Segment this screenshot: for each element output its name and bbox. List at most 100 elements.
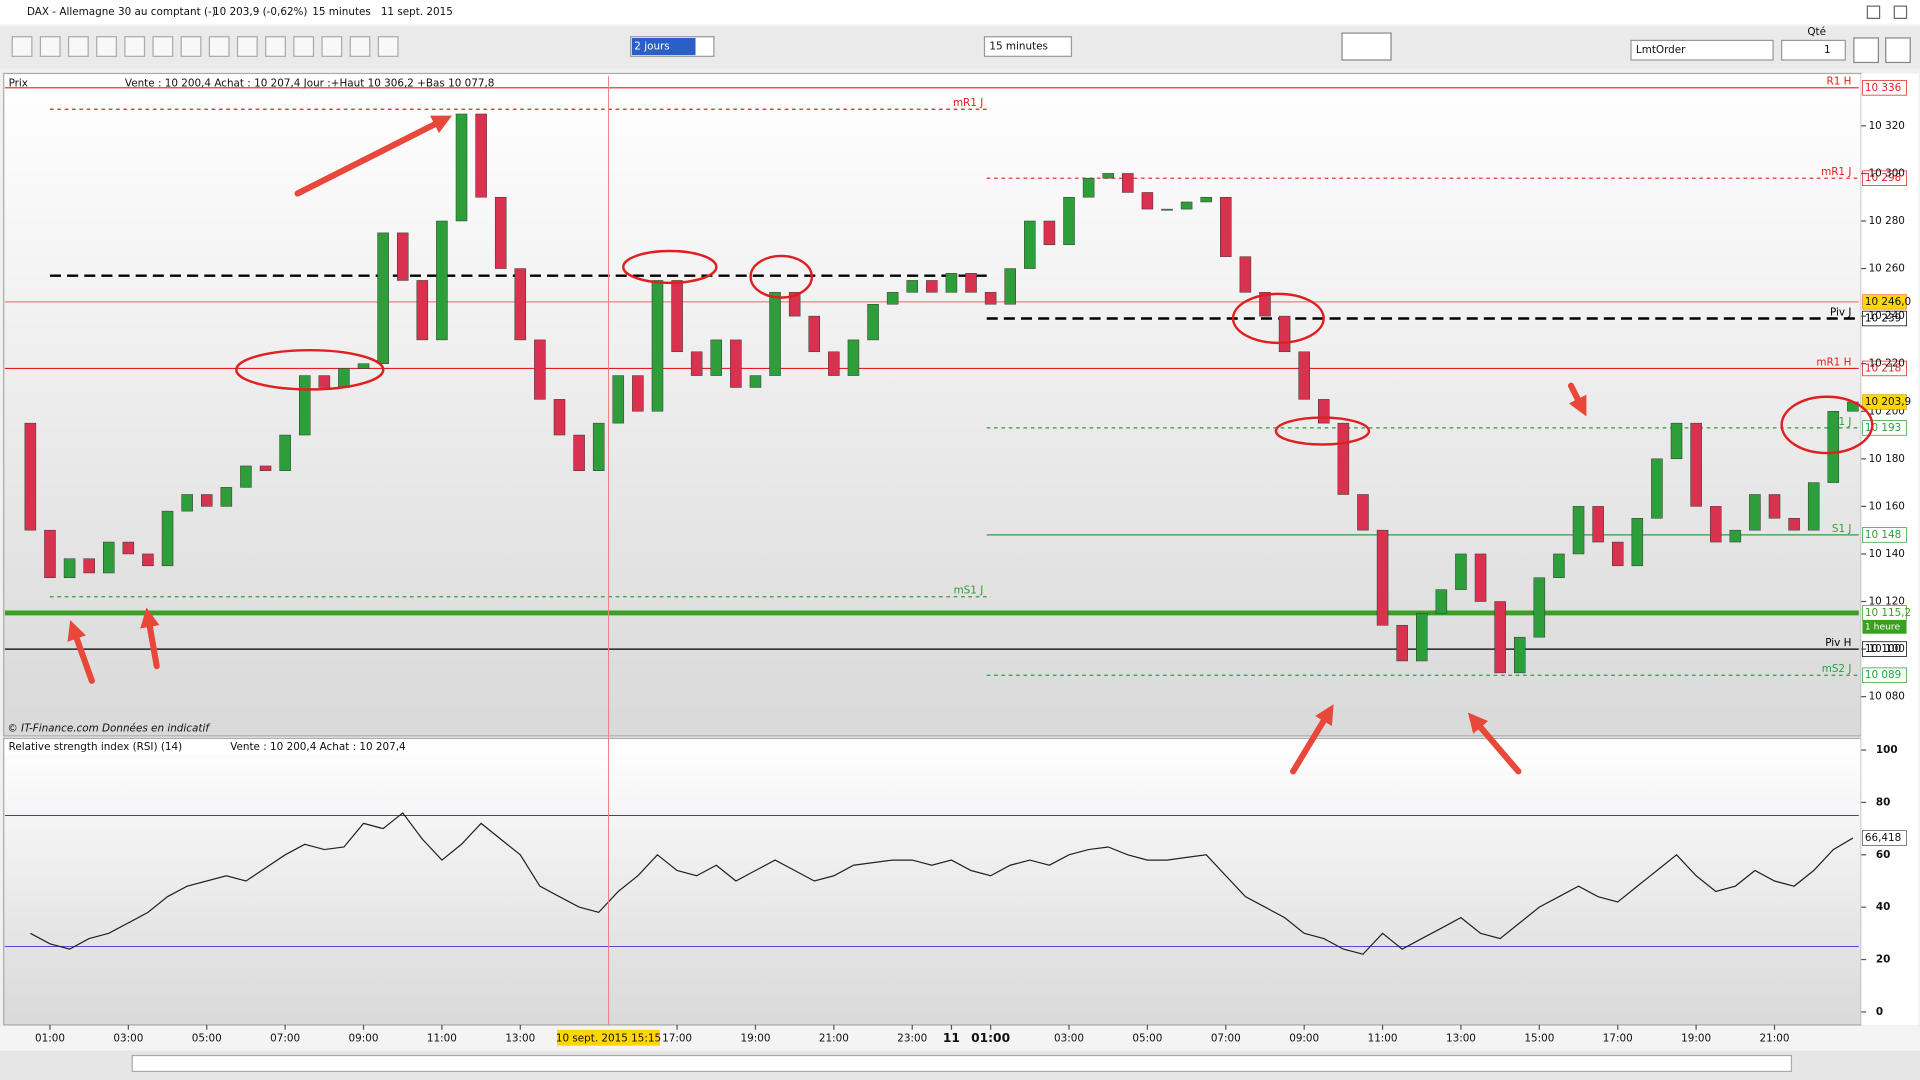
candle-body xyxy=(1768,494,1781,519)
candle-body xyxy=(377,232,389,364)
level-value-label: 10 089 xyxy=(1865,669,1901,681)
x-tick-label: 01:00 xyxy=(971,1031,1010,1045)
x-tick-label: 05:00 xyxy=(192,1032,222,1044)
candle-body xyxy=(1004,268,1016,305)
candle-body xyxy=(1435,589,1448,614)
arrow xyxy=(294,115,453,197)
y-tick-label: 10 080 xyxy=(1869,691,1905,703)
toolbar xyxy=(0,26,1920,69)
rsi: 0 20 40 60 80 100 66,418 xyxy=(4,744,1907,1018)
price-subtitle: Vente : 10 200,4 Achat : 10 207,4 Jour :… xyxy=(125,77,494,89)
tool-button[interactable] xyxy=(11,36,33,57)
candle-body xyxy=(220,487,233,507)
close-button[interactable] xyxy=(1893,5,1908,19)
candle-body xyxy=(1631,518,1644,567)
qty: 1 xyxy=(1824,44,1831,56)
level-value-box xyxy=(1862,80,1907,96)
tool-button[interactable] xyxy=(67,36,89,57)
tool-button[interactable] xyxy=(377,36,399,57)
arrow xyxy=(1567,382,1587,417)
tool-button[interactable] xyxy=(321,36,343,57)
tool-button[interactable] xyxy=(236,36,258,57)
level-value-box xyxy=(1862,294,1907,310)
candle-body xyxy=(1807,482,1820,531)
level-name: mR1 J xyxy=(953,97,983,109)
level-value-label: 10 148 xyxy=(1865,529,1901,541)
candle-body xyxy=(1533,577,1546,638)
x-tick-label: 23:00 xyxy=(897,1032,927,1044)
tool-button[interactable] xyxy=(208,36,230,57)
y-tick-label: 10 280 xyxy=(1869,215,1905,227)
y-tick-label: 10 220 xyxy=(1869,358,1905,370)
candle-body xyxy=(436,220,448,341)
candle-body xyxy=(1043,220,1056,246)
x-tick-label: 01:00 xyxy=(35,1032,65,1044)
x-tick-label: 15:00 xyxy=(1524,1032,1554,1044)
x-tick-label: 13:00 xyxy=(505,1032,535,1044)
candle-body xyxy=(142,553,154,567)
candle-body xyxy=(769,292,781,376)
candle-body xyxy=(1455,553,1467,590)
chart-style-button[interactable] xyxy=(1341,32,1392,61)
arrow xyxy=(67,620,95,684)
tool-button[interactable] xyxy=(96,36,117,57)
candle-body xyxy=(1278,315,1291,353)
candle-body xyxy=(788,292,801,317)
candle-body xyxy=(690,351,703,376)
circle-annotation xyxy=(1231,292,1325,345)
candle-body xyxy=(1396,625,1408,662)
y-tick-label: 10 120 xyxy=(1869,596,1905,608)
candle-body xyxy=(1513,636,1526,674)
candle-body xyxy=(592,422,605,471)
candle-body xyxy=(1122,173,1134,193)
tool-button[interactable] xyxy=(293,36,315,57)
x-tick-label: 03:00 xyxy=(113,1032,143,1044)
rsi-header xyxy=(4,739,397,755)
candle-body xyxy=(1024,220,1036,269)
candle-body xyxy=(906,280,918,293)
minimize-button[interactable] xyxy=(1866,5,1881,19)
tool-button[interactable] xyxy=(39,36,61,57)
rsi-tick-label: 0 xyxy=(1876,1006,1883,1018)
level-value-label: 10 100 xyxy=(1865,643,1901,655)
x-tick-label: 21:00 xyxy=(1760,1032,1790,1044)
level-value-box xyxy=(1862,527,1907,543)
order-type-select[interactable] xyxy=(1630,39,1774,61)
buy-button[interactable] xyxy=(1853,37,1879,64)
interval: 15 minutes xyxy=(312,6,371,18)
tool-icons xyxy=(11,36,399,57)
candle-body xyxy=(651,280,664,412)
candle-body xyxy=(1298,351,1310,400)
candle-body xyxy=(1220,196,1232,257)
rsi-tick-label: 100 xyxy=(1876,744,1898,756)
x-tick-label: 17:00 xyxy=(662,1032,692,1044)
rsi-last-label: 66,418 xyxy=(1865,832,1901,844)
rsi-pane xyxy=(3,737,1862,1026)
scrollbar[interactable] xyxy=(131,1054,1793,1073)
tool-button[interactable] xyxy=(349,36,371,57)
candle-body xyxy=(1670,422,1683,460)
qty-input[interactable] xyxy=(1781,39,1846,61)
y-tick-label: 10 320 xyxy=(1869,120,1905,132)
level-name-box xyxy=(1862,620,1907,634)
rsi-tick-label: 60 xyxy=(1876,849,1890,861)
tool-button[interactable] xyxy=(152,36,174,57)
candle-body xyxy=(573,434,585,471)
sell-button[interactable] xyxy=(1885,37,1911,64)
candle-body xyxy=(1102,173,1114,179)
circle-annotation xyxy=(749,254,814,299)
candle-body xyxy=(612,375,625,424)
x-tick-label: 03:00 xyxy=(1054,1032,1084,1044)
level-name: Piv H xyxy=(1825,637,1851,649)
y-tick-label: 10 260 xyxy=(1869,263,1905,275)
candle-body xyxy=(1553,553,1565,578)
y-tick-label: 10 180 xyxy=(1869,453,1905,465)
level-value-label: 10 239 xyxy=(1865,312,1901,324)
rsi-title: Relative strength index (RSI) (14) xyxy=(9,741,183,753)
tool-button[interactable] xyxy=(124,36,146,57)
tool-button[interactable] xyxy=(265,36,286,57)
candle-body xyxy=(44,529,56,578)
interval-select[interactable] xyxy=(983,36,1073,57)
tool-button[interactable] xyxy=(180,36,202,57)
candle-body xyxy=(416,280,429,341)
